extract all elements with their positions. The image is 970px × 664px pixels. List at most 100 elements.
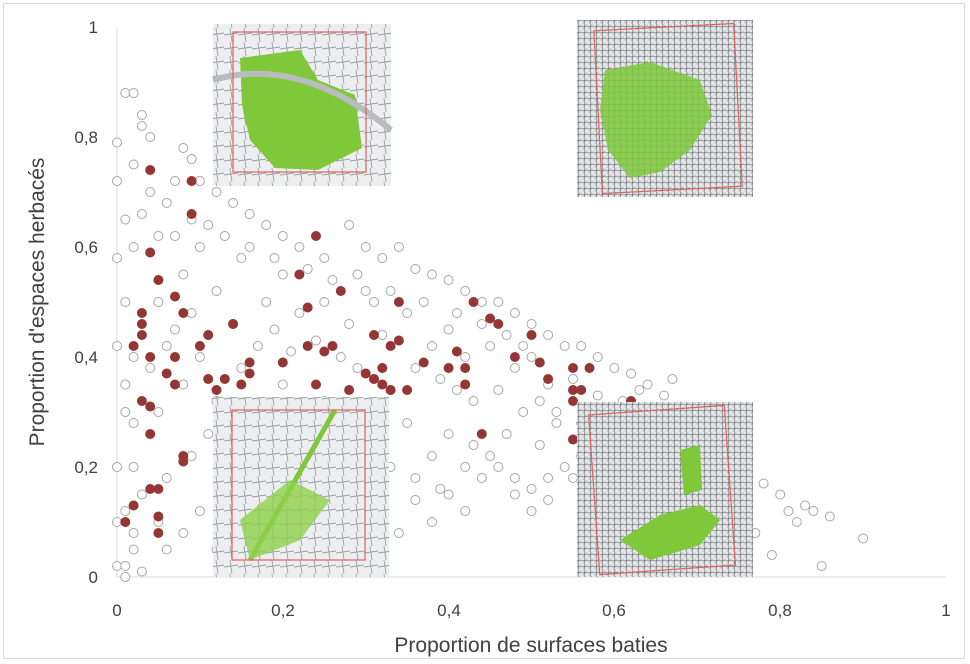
data-point-open — [170, 324, 180, 335]
data-point-filled — [244, 368, 255, 379]
data-point-open — [402, 418, 413, 428]
data-point-filled — [244, 357, 255, 368]
data-point-filled — [369, 330, 379, 340]
data-point-open — [443, 324, 454, 335]
data-point-open — [344, 319, 355, 329]
data-point-open — [385, 286, 396, 296]
data-point-filled — [360, 368, 371, 379]
data-point-open — [427, 341, 437, 351]
data-point-open — [228, 198, 239, 208]
data-point-open — [485, 341, 496, 351]
data-point-open — [128, 242, 139, 252]
data-point-filled — [170, 379, 180, 390]
x-tick-label: 0,8 — [768, 601, 792, 620]
data-point-open — [219, 231, 230, 241]
data-point-open — [120, 572, 131, 582]
data-point-filled — [194, 341, 205, 351]
y-axis-ticks: 0 0,2 0,4 0,6 0,8 1 — [74, 18, 98, 587]
inset-map-bottom-left — [213, 397, 389, 577]
data-point-filled — [418, 357, 429, 368]
data-point-open — [335, 352, 346, 362]
data-point-open — [476, 473, 487, 483]
data-point-filled — [178, 456, 189, 467]
data-point-open — [551, 418, 562, 428]
data-point-open — [136, 110, 147, 120]
data-point-filled — [136, 396, 147, 406]
data-point-open — [236, 253, 247, 263]
data-point-filled — [311, 379, 321, 390]
inset-map-top-right — [577, 20, 753, 197]
data-point-open — [120, 379, 131, 390]
data-point-open — [377, 330, 388, 340]
data-point-open — [194, 506, 205, 516]
data-point-filled — [385, 385, 396, 395]
data-point-filled — [468, 297, 479, 307]
x-tick-label: 0,2 — [271, 601, 295, 620]
y-axis-title: Proportion d'espaces herbacés — [26, 158, 49, 447]
data-point-filled — [568, 434, 578, 445]
data-point-open — [824, 511, 835, 522]
data-point-open — [302, 264, 313, 274]
data-point-open — [194, 176, 205, 186]
data-point-open — [775, 489, 786, 500]
data-point-open — [858, 533, 869, 544]
data-point-open — [460, 506, 471, 516]
data-point-filled — [393, 335, 404, 346]
data-point-filled — [377, 363, 388, 373]
data-point-filled — [402, 385, 413, 395]
data-point-open — [244, 242, 255, 252]
data-point-open — [443, 489, 454, 500]
data-point-filled — [136, 330, 147, 340]
data-point-open — [327, 275, 338, 285]
data-point-open — [418, 297, 429, 307]
data-point-open — [261, 297, 272, 307]
data-point-open — [136, 209, 147, 219]
data-point-open — [203, 429, 214, 439]
data-point-open — [236, 363, 247, 373]
data-point-open — [128, 418, 139, 428]
data-point-open — [460, 286, 471, 296]
data-point-open — [800, 500, 811, 511]
data-point-filled — [443, 363, 454, 373]
y-tick-label: 1 — [89, 18, 98, 37]
data-point-open — [393, 528, 404, 538]
data-point-filled — [145, 247, 156, 258]
data-point-open — [186, 451, 197, 461]
data-point-open — [120, 297, 131, 307]
data-point-filled — [526, 330, 537, 340]
data-point-filled — [327, 341, 338, 351]
data-point-open — [145, 187, 156, 197]
data-point-open — [203, 220, 214, 230]
data-point-open — [161, 198, 172, 208]
data-point-filled — [311, 231, 321, 241]
data-point-open — [153, 407, 164, 417]
data-point-open — [443, 429, 454, 439]
data-point-filled — [335, 286, 346, 296]
data-point-open — [194, 352, 205, 362]
data-point-open — [369, 297, 379, 307]
data-point-open — [112, 176, 122, 186]
data-point-open — [170, 231, 180, 241]
data-point-open — [576, 341, 587, 351]
data-point-open — [435, 374, 446, 384]
data-point-filled — [568, 363, 578, 373]
data-point-filled — [145, 401, 156, 412]
data-point-open — [128, 159, 139, 170]
data-point-open — [286, 346, 297, 357]
data-point-open — [509, 308, 520, 318]
data-point-open — [161, 341, 172, 351]
x-axis-title: Proportion de surfaces baties — [394, 634, 667, 657]
data-point-open — [493, 462, 504, 472]
data-point-filled — [145, 484, 156, 494]
data-point-filled — [153, 484, 164, 494]
data-point-filled — [170, 291, 180, 302]
data-point-open — [136, 566, 147, 577]
data-point-open — [211, 187, 222, 197]
x-axis-ticks: 0 0,2 0,4 0,6 0,8 1 — [112, 601, 950, 620]
data-point-open — [526, 484, 537, 494]
data-point-filled — [153, 511, 164, 522]
inset-map-top-left — [212, 24, 393, 186]
data-point-open — [476, 319, 487, 329]
data-point-open — [294, 308, 305, 318]
data-point-filled — [170, 352, 180, 362]
